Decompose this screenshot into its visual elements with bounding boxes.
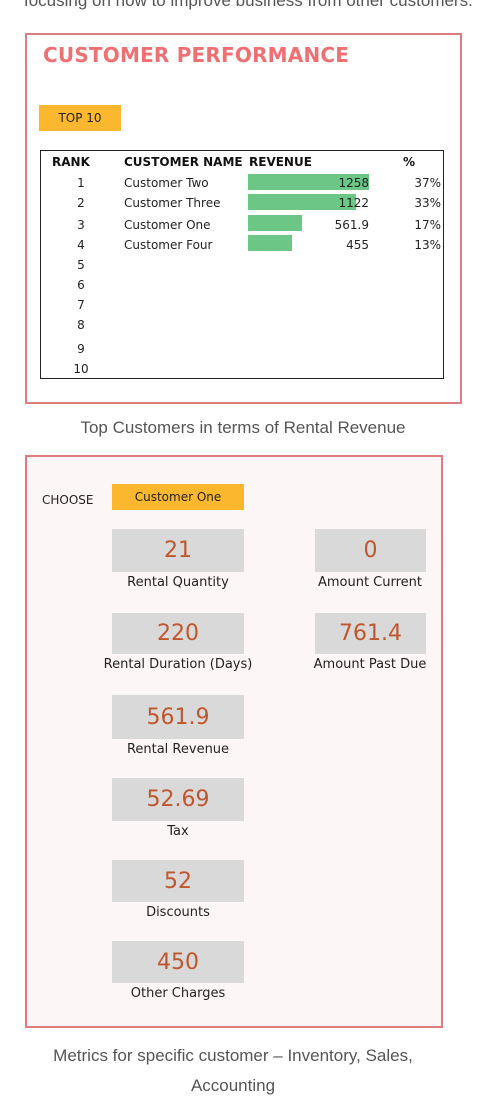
amount-current-value: 0 (315, 529, 426, 572)
tax-label: Tax (167, 824, 189, 839)
rental-quantity-value: 21 (112, 529, 244, 572)
rank-header: RANK (52, 155, 90, 169)
customer-performance-panel: CUSTOMER PERFORMANCE TOP 10 RANK CUSTOME… (25, 33, 462, 404)
rank-cell: 5 (77, 258, 85, 272)
customer-name-cell: Customer One (124, 218, 211, 232)
rental-duration-label: Rental Duration (Days) (103, 657, 253, 672)
revenue-bar (248, 235, 292, 251)
discounts-value: 52 (112, 860, 244, 902)
customer-name-header: CUSTOMER NAME (124, 155, 243, 169)
metrics-caption-line2: Accounting (190, 1076, 276, 1095)
other-charges-value: 450 (112, 941, 244, 983)
amount-past-due-value: 761.4 (315, 613, 426, 654)
top-n-selector[interactable]: TOP 10 (39, 105, 121, 131)
rental-quantity-label: Rental Quantity (127, 575, 229, 590)
rental-revenue-label: Rental Revenue (126, 742, 230, 757)
rank-cell: 1 (77, 176, 85, 190)
customer-selector[interactable]: Customer One (112, 484, 244, 510)
rank-cell: 9 (77, 342, 85, 356)
metrics-caption: Metrics for specific customer – Inventor… (0, 1041, 466, 1101)
revenue-cell: 1122 (338, 196, 369, 210)
revenue-cell: 561.9 (334, 218, 369, 232)
amount-current-label: Amount Current (317, 575, 423, 590)
amount-past-due-label: Amount Past Due (313, 657, 427, 672)
panel-title: CUSTOMER PERFORMANCE (43, 43, 350, 67)
choose-label: CHOOSE (42, 493, 94, 507)
percent-cell: 33% (414, 196, 441, 210)
revenue-bar (248, 194, 356, 210)
top-customers-table: RANK CUSTOMER NAME REVENUE % 1 2 3 4 5 6… (40, 150, 444, 379)
revenue-cell: 1258 (338, 176, 369, 190)
customer-name-cell: Customer Four (124, 238, 213, 252)
percent-cell: 17% (414, 218, 441, 232)
metrics-caption-line1: Metrics for specific customer – Inventor… (53, 1046, 413, 1065)
rental-duration-value: 220 (112, 613, 244, 654)
rank-cell: 6 (77, 278, 85, 292)
rank-cell: 10 (73, 362, 89, 376)
revenue-bar (248, 215, 302, 231)
rank-cell: 3 (77, 218, 85, 232)
percent-cell: 13% (414, 238, 441, 252)
percent-header: % (403, 155, 416, 169)
rank-cell: 8 (77, 318, 85, 332)
rental-revenue-value: 561.9 (112, 695, 244, 739)
revenue-bar (248, 174, 369, 190)
percent-cell: 37% (414, 176, 441, 190)
previous-text-fragment: focusing on how to improve business from… (24, 0, 473, 10)
other-charges-label: Other Charges (130, 986, 226, 1001)
customer-name-cell: Customer Three (124, 196, 221, 210)
tax-value: 52.69 (112, 778, 244, 821)
customer-metrics-panel: CHOOSE Customer One 21 Rental Quantity 0… (25, 455, 443, 1028)
rank-cell: 4 (77, 238, 85, 252)
performance-caption: Top Customers in terms of Rental Revenue (80, 418, 406, 437)
revenue-header: REVENUE (249, 155, 312, 169)
rank-cell: 7 (77, 298, 85, 312)
customer-name-cell: Customer Two (124, 176, 209, 190)
rank-cell: 2 (77, 196, 85, 210)
revenue-cell: 455 (346, 238, 369, 252)
discounts-label: Discounts (146, 905, 210, 920)
